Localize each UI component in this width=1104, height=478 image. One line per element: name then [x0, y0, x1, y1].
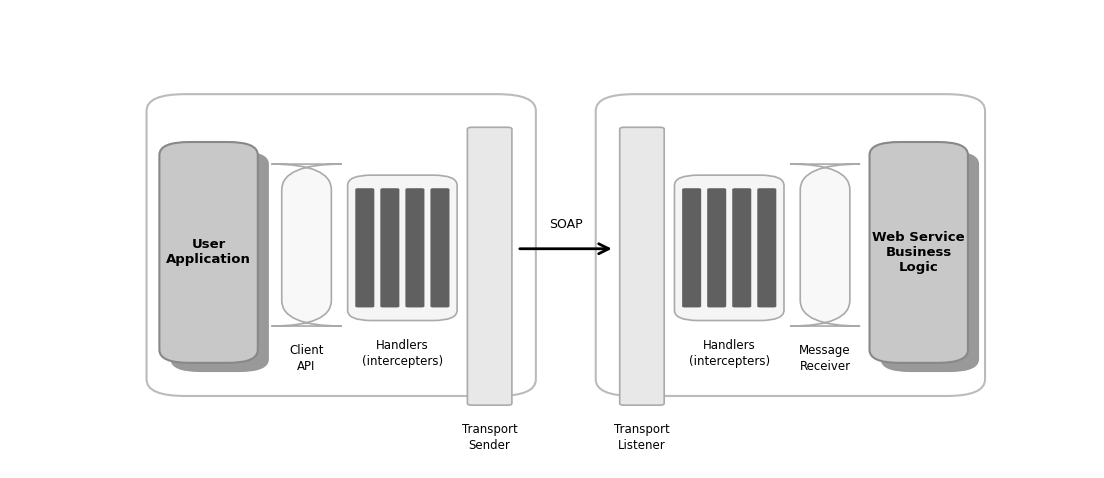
Text: Transport
Listener: Transport Listener — [614, 424, 670, 452]
FancyBboxPatch shape — [159, 142, 257, 363]
FancyBboxPatch shape — [732, 188, 751, 307]
FancyBboxPatch shape — [355, 188, 374, 307]
Text: Handlers
(intercepters): Handlers (intercepters) — [362, 339, 443, 368]
FancyBboxPatch shape — [596, 94, 985, 396]
FancyBboxPatch shape — [619, 127, 665, 405]
Text: Client
API: Client API — [289, 344, 323, 373]
Text: Handlers
(intercepters): Handlers (intercepters) — [689, 339, 769, 368]
FancyBboxPatch shape — [757, 188, 776, 307]
Text: SOAP: SOAP — [549, 218, 583, 231]
FancyBboxPatch shape — [348, 175, 457, 321]
FancyBboxPatch shape — [682, 188, 701, 307]
FancyBboxPatch shape — [170, 151, 269, 372]
FancyBboxPatch shape — [708, 188, 726, 307]
Text: Transport
Sender: Transport Sender — [461, 424, 518, 452]
Text: Web Service
Business
Logic: Web Service Business Logic — [872, 231, 965, 274]
FancyBboxPatch shape — [467, 127, 512, 405]
Text: User
Application: User Application — [166, 239, 251, 266]
FancyBboxPatch shape — [881, 151, 979, 372]
FancyBboxPatch shape — [405, 188, 424, 307]
Text: Message
Receiver: Message Receiver — [799, 344, 851, 373]
FancyBboxPatch shape — [790, 164, 860, 326]
FancyBboxPatch shape — [870, 142, 968, 363]
FancyBboxPatch shape — [272, 164, 341, 326]
FancyBboxPatch shape — [381, 188, 400, 307]
FancyBboxPatch shape — [675, 175, 784, 321]
FancyBboxPatch shape — [147, 94, 535, 396]
FancyBboxPatch shape — [431, 188, 449, 307]
